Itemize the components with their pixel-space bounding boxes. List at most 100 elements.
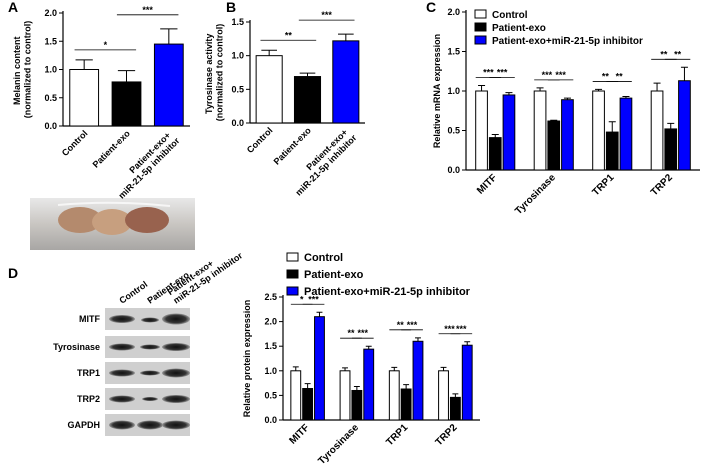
y-tick-label: 1.0 xyxy=(44,65,57,75)
legend-label: Control xyxy=(304,252,343,264)
blot-row-label: Tyrosinase xyxy=(53,342,100,352)
significance-label: *** xyxy=(555,70,566,80)
bar xyxy=(592,90,605,171)
bar xyxy=(412,340,424,421)
significance-label: *** xyxy=(483,67,494,77)
error-bar xyxy=(440,366,447,371)
significance-label: *** xyxy=(444,324,455,334)
bar xyxy=(438,370,449,421)
bar xyxy=(488,137,502,171)
y-tick-label: 2.0 xyxy=(44,8,57,18)
error-bar xyxy=(292,366,299,371)
blot-row-label: MITF xyxy=(79,314,100,324)
y-tick-label: 0.0 xyxy=(44,121,57,131)
legend-label: Control xyxy=(492,10,528,21)
error-bar xyxy=(353,386,360,391)
y-tick-label: 1.5 xyxy=(231,17,244,27)
significance-label: *** xyxy=(321,10,332,20)
error-bar xyxy=(452,393,459,398)
bar xyxy=(678,80,691,171)
panel-label: A xyxy=(8,0,18,15)
bar xyxy=(619,97,633,171)
western-blot xyxy=(105,308,190,436)
y-axis-label: Relative protein expression xyxy=(242,300,252,418)
error-bar xyxy=(595,88,603,91)
y-axis-label: Melanin content (normalized to control) xyxy=(12,21,32,119)
error-bar xyxy=(316,311,323,317)
panel-label: D xyxy=(8,265,18,281)
error-bar xyxy=(299,72,316,77)
error-bar xyxy=(403,384,410,390)
x-tick-label: TRP1 xyxy=(384,422,410,448)
significance-label: ** xyxy=(397,320,405,330)
error-bar xyxy=(667,122,675,129)
bar xyxy=(332,40,360,124)
y-axis-label: Tyrosinase activity (normalized to contr… xyxy=(204,24,224,122)
bar xyxy=(255,55,283,124)
legend-label: Patient-exo+miR-21-5p inhibitor xyxy=(492,36,643,47)
x-tick-label: Control xyxy=(60,128,90,158)
bar xyxy=(153,43,184,127)
bar xyxy=(475,90,488,171)
y-tick-label: 1.5 xyxy=(264,341,277,351)
bar xyxy=(388,370,400,421)
significance-label: *** xyxy=(407,320,418,330)
y-tick-label: 1.0 xyxy=(264,366,277,376)
significance-label: * xyxy=(104,40,108,50)
y-axis-label: Relative mRNA expression xyxy=(432,34,442,148)
significance-label: *** xyxy=(142,5,153,15)
error-bar xyxy=(563,97,571,100)
blot-row-label: TRP1 xyxy=(77,368,100,378)
y-tick-label: 0.0 xyxy=(447,165,460,175)
error-bar xyxy=(117,70,136,82)
bar xyxy=(111,81,142,127)
legend-label: Patient-exo xyxy=(304,269,364,281)
blot-column-label: Control xyxy=(117,279,149,306)
y-tick-label: 0.5 xyxy=(264,390,277,400)
legend-swatch xyxy=(474,22,487,32)
legend-swatch xyxy=(286,286,299,296)
tube-photo xyxy=(30,198,195,250)
bar xyxy=(650,90,664,171)
bar xyxy=(290,370,302,421)
significance-label: ** xyxy=(674,49,682,59)
blot-column-label: Patient-exo+ miR-21-5p inhibitor xyxy=(165,242,244,306)
error-bar xyxy=(304,383,311,389)
y-tick-label: 1.5 xyxy=(447,47,460,57)
bar xyxy=(339,370,351,421)
x-tick-label: TRP2 xyxy=(649,172,675,198)
x-tick-label: TRP2 xyxy=(434,422,460,448)
legend-label: Patient-exo+miR-21-5p inhibitor xyxy=(304,286,471,298)
panel-label: B xyxy=(226,0,236,15)
significance-label: *** xyxy=(308,294,319,304)
error-bar xyxy=(160,28,178,45)
significance-label: ** xyxy=(285,30,293,40)
error-bar xyxy=(478,84,486,91)
bar xyxy=(302,388,314,421)
x-tick-label: MITF xyxy=(475,172,499,196)
error-bar xyxy=(365,345,372,350)
x-tick-label: Tyrosinase xyxy=(513,172,558,217)
y-tick-label: 2.0 xyxy=(264,317,277,327)
significance-label: * xyxy=(300,294,304,304)
x-tick-label: Patient-exo xyxy=(272,125,314,167)
y-tick-label: 2.5 xyxy=(264,292,277,302)
error-bar xyxy=(491,133,499,138)
bar xyxy=(314,316,325,421)
error-bar xyxy=(391,366,398,371)
significance-label: ** xyxy=(660,49,668,59)
bar xyxy=(605,131,619,171)
legend-swatch xyxy=(286,252,299,262)
error-bar xyxy=(342,367,348,371)
significance-label: *** xyxy=(497,67,508,77)
y-tick-label: 0.5 xyxy=(44,93,57,103)
bar xyxy=(664,128,678,171)
bar xyxy=(502,94,516,171)
y-tick-label: 1.0 xyxy=(231,51,244,61)
error-bar xyxy=(653,82,661,91)
y-tick-label: 0.0 xyxy=(231,118,244,128)
error-bar xyxy=(680,66,688,81)
error-bar xyxy=(536,87,544,91)
bar xyxy=(561,99,574,171)
